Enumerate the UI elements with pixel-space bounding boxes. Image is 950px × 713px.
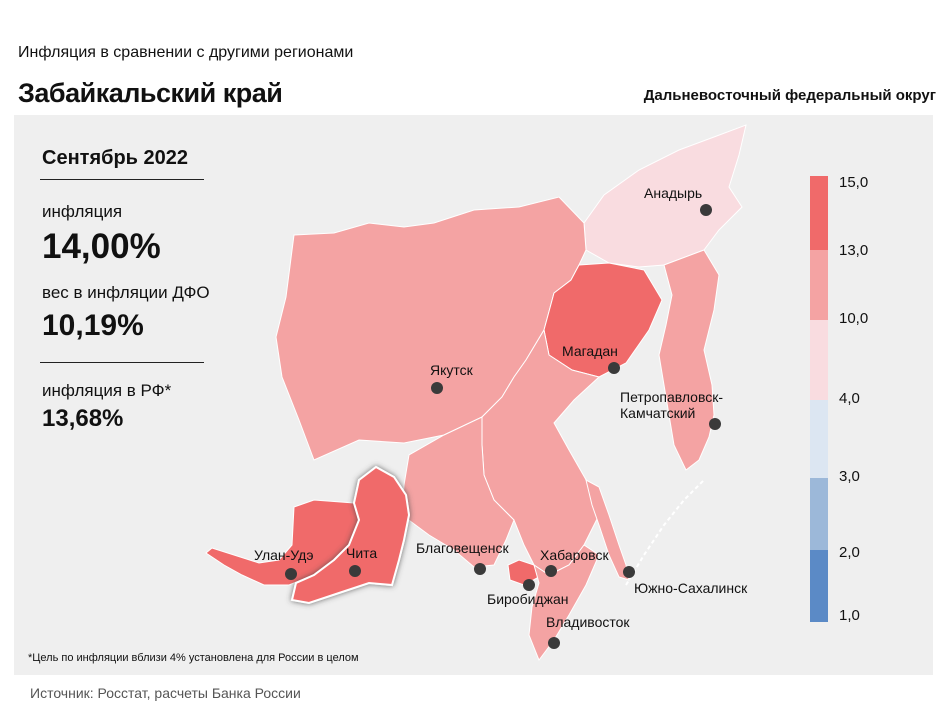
subtitle: Инфляция в сравнении с другими регионами <box>18 44 354 61</box>
region-zabaykalsky[interactable] <box>290 465 411 605</box>
city-dot-vladivostok[interactable] <box>548 637 560 649</box>
legend-band-15-13 <box>810 176 828 250</box>
city-label-birobidzhan: Биробиджан <box>487 591 568 607</box>
city-dot-yuzhno[interactable] <box>623 566 635 578</box>
region-amur[interactable] <box>401 416 515 568</box>
city-label-petropavlovsk-1: Петропавловск- <box>620 389 723 405</box>
city-dot-blagoveshchensk[interactable] <box>474 563 486 575</box>
city-label-yuzhno: Южно-Сахалинск <box>634 580 748 596</box>
weight-label: вес в инфляции ДФО <box>42 283 210 302</box>
city-dot-magadan[interactable] <box>608 362 620 374</box>
legend-tick-3: 3,0 <box>839 468 860 485</box>
region-chukotka[interactable] <box>583 124 747 268</box>
city-label-petropavlovsk-2: Камчатский <box>620 405 695 421</box>
region-sakhalin[interactable] <box>585 479 630 581</box>
legend-tick-13: 13,0 <box>839 242 868 259</box>
city-label-ulan-ude: Улан-Удэ <box>254 547 314 563</box>
legend-band-3-2 <box>810 478 828 550</box>
region-kurils <box>625 479 705 586</box>
legend-tick-1: 1,0 <box>839 607 860 624</box>
city-label-blagoveshchensk: Благовещенск <box>416 540 510 556</box>
city-label-vladivostok: Владивосток <box>546 614 630 630</box>
district-label: Дальневосточный федеральный округ <box>643 87 936 104</box>
city-dot-birobidzhan[interactable] <box>523 579 535 591</box>
city-dot-petropavlovsk[interactable] <box>709 418 721 430</box>
city-label-chita: Чита <box>346 545 377 561</box>
legend-tick-10: 10,0 <box>839 310 868 327</box>
city-label-yakutsk: Якутск <box>430 362 474 378</box>
city-dot-ulan-ude[interactable] <box>285 568 297 580</box>
weight-value: 10,19% <box>42 309 144 342</box>
city-dot-anadyr[interactable] <box>700 204 712 216</box>
city-label-magadan: Магадан <box>562 343 618 359</box>
city-dot-yakutsk[interactable] <box>431 382 443 394</box>
legend: 15,0 13,0 10,0 4,0 3,0 2,0 1,0 <box>810 174 868 624</box>
city-dot-khabarovsk[interactable] <box>545 565 557 577</box>
content-panel: Сентябрь 2022 инфляция 14,00% вес в инфл… <box>14 115 933 675</box>
region-map: Анадырь Магадан Якутск Петропавловск- Ка… <box>205 124 868 662</box>
divider-top <box>40 179 204 180</box>
legend-tick-4: 4,0 <box>839 390 860 407</box>
legend-tick-15: 15,0 <box>839 174 868 191</box>
legend-band-10-4 <box>810 320 828 400</box>
region-kamchatka[interactable] <box>658 249 720 471</box>
inflation-label: инфляция <box>42 202 123 221</box>
period-label: Сентябрь 2022 <box>42 147 189 169</box>
rf-inflation-value: 13,68% <box>42 405 124 432</box>
city-label-khabarovsk: Хабаровск <box>540 547 609 563</box>
source-note: Источник: Росстат, расчеты Банка России <box>30 685 301 701</box>
legend-tick-2: 2,0 <box>839 544 860 561</box>
city-markers <box>285 204 721 649</box>
divider-bottom <box>40 362 204 363</box>
city-label-anadyr: Анадырь <box>644 185 702 201</box>
legend-band-13-10 <box>810 250 828 320</box>
rf-inflation-label: инфляция в РФ* <box>42 381 172 400</box>
footnote: *Цель по инфляции вблизи 4% установлена … <box>28 652 359 664</box>
inflation-value: 14,00% <box>42 227 161 266</box>
legend-band-2-1 <box>810 550 828 622</box>
city-dot-chita[interactable] <box>349 565 361 577</box>
page-title: Забайкальский край <box>18 78 283 108</box>
legend-band-4-3 <box>810 400 828 478</box>
